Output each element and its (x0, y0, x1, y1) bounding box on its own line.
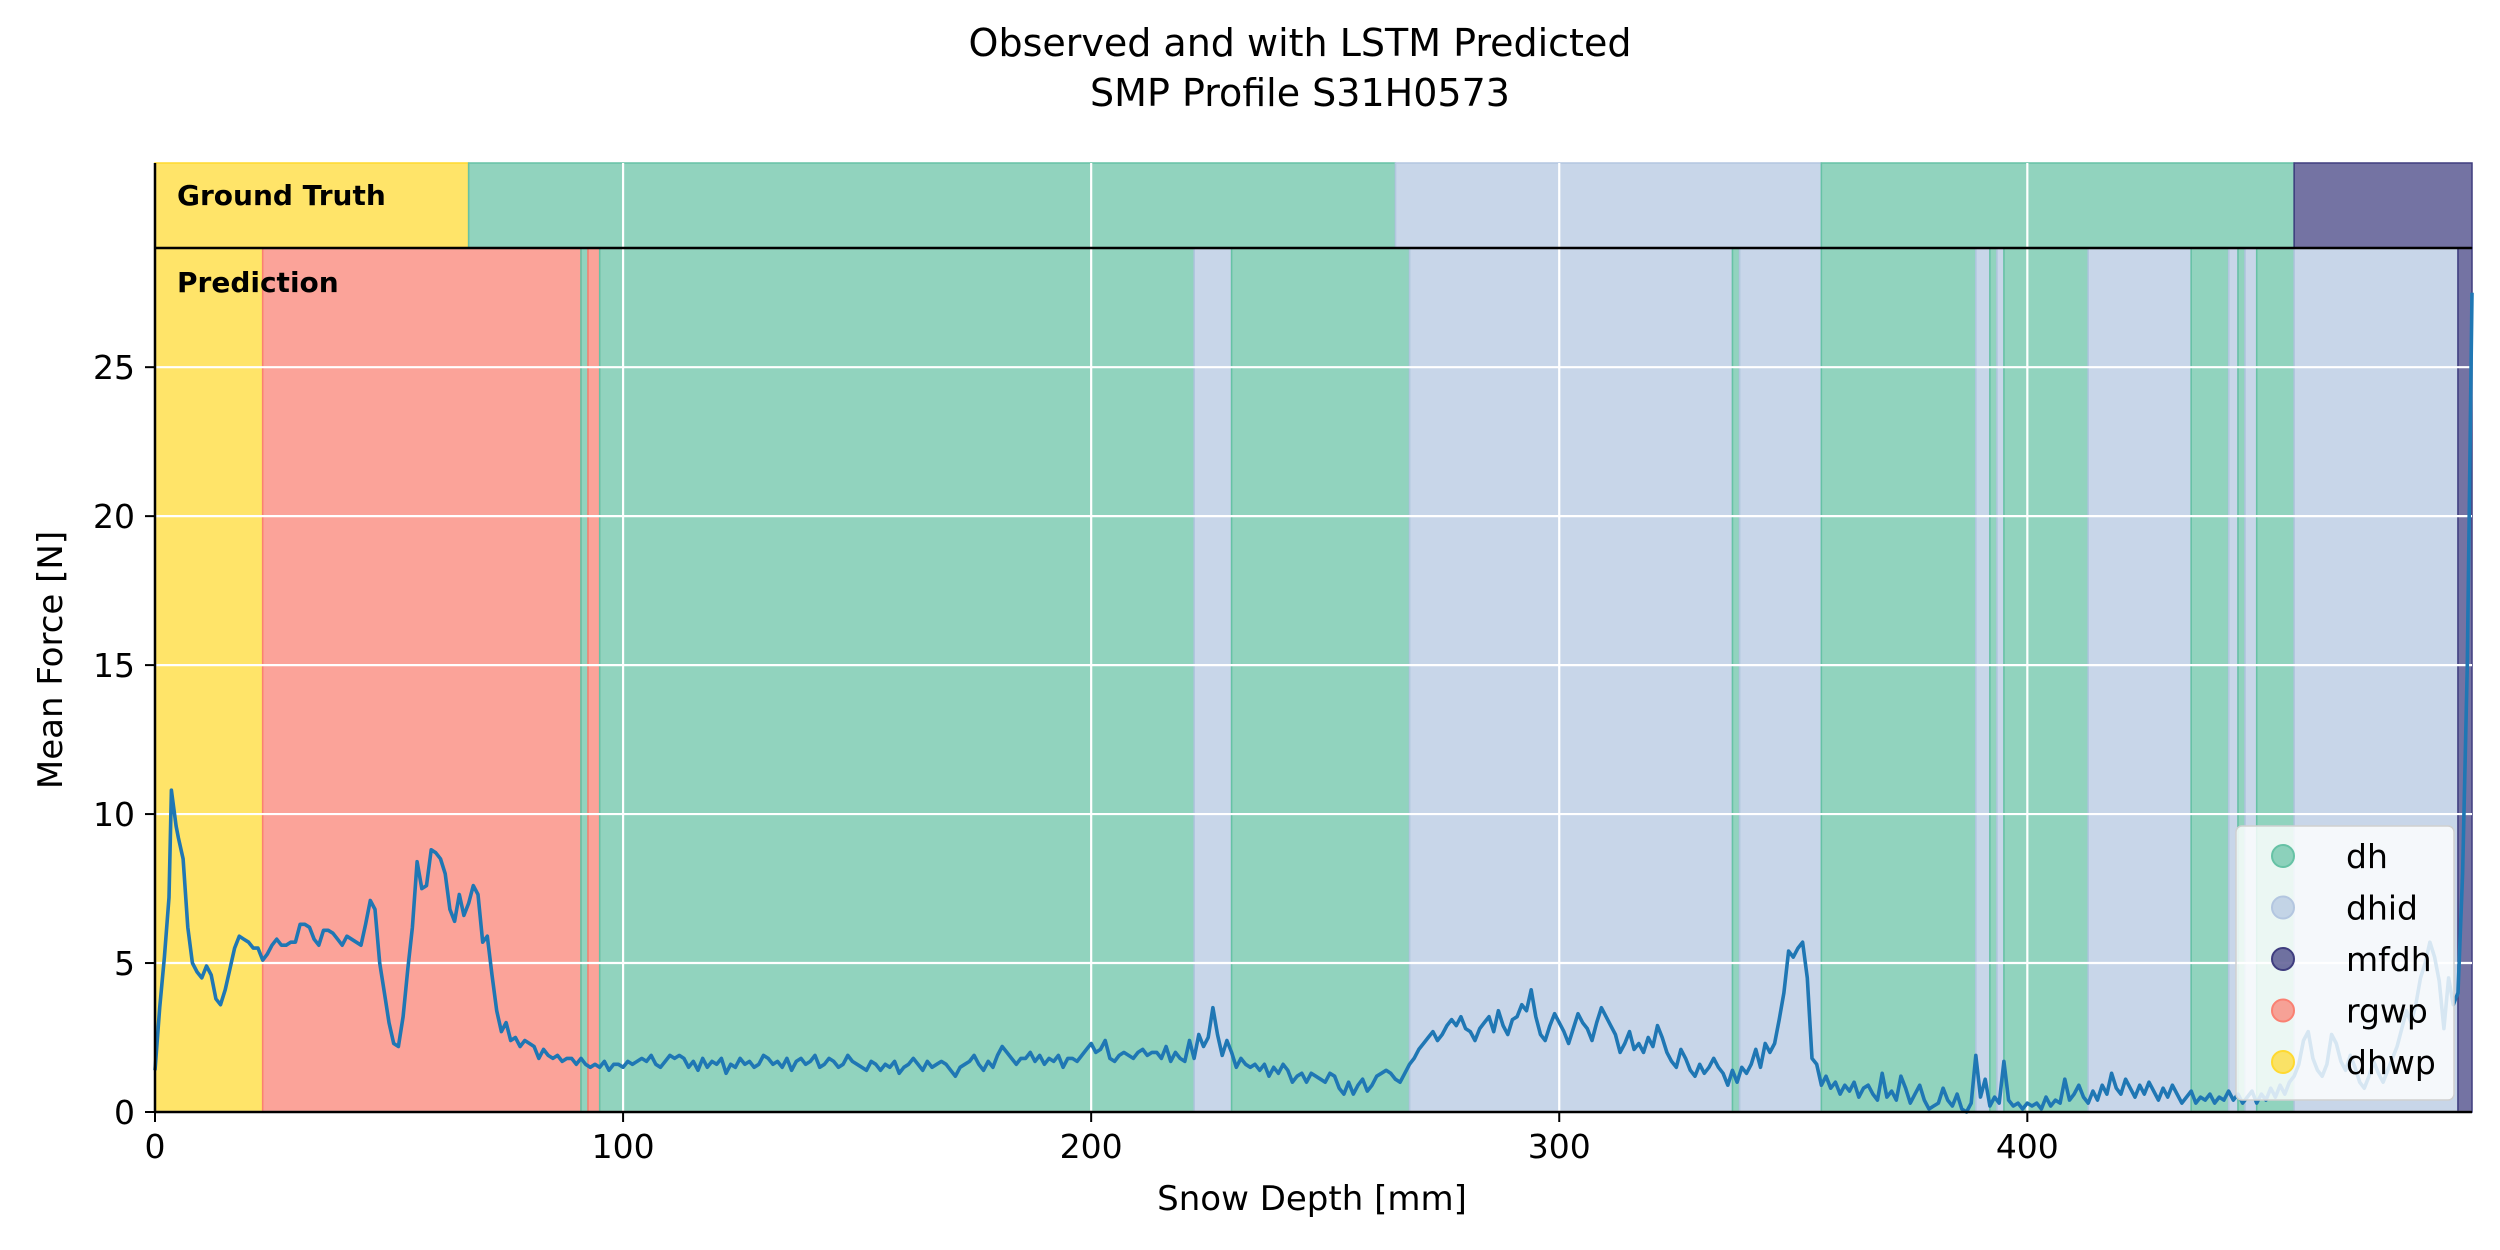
legend-marker-rgwp (2271, 998, 2295, 1023)
prediction-segment-dh (2190, 247, 2230, 1113)
prediction-segment-dhid (1996, 247, 2005, 1113)
x-tick-label: 100 (592, 1127, 655, 1166)
prediction-segment-dhid (1193, 247, 1233, 1113)
y-tick-label: 10 (93, 795, 135, 834)
prediction-segment-dh (1820, 247, 1977, 1113)
x-tick-label: 0 (145, 1127, 166, 1166)
prediction-segment-dh (598, 247, 1195, 1113)
legend-label-dhid: dhid (2346, 889, 2418, 928)
prediction-segment-rgwp (261, 247, 582, 1113)
prediction-segment-dhid (2087, 247, 2192, 1113)
x-tick-label: 400 (1996, 1127, 2059, 1166)
chart-title-line-2: SMP Profile S31H0573 (1090, 71, 1510, 115)
legend-label-dh: dh (2346, 837, 2388, 876)
prediction-segment-dhid (1408, 247, 1734, 1113)
y-tick-label: 5 (114, 944, 135, 983)
ground-truth-segment-dh (467, 162, 1397, 249)
legend-label-mfdh: mfdh (2346, 940, 2432, 979)
legend-box (2235, 825, 2455, 1101)
y-tick-label: 20 (93, 497, 135, 536)
ground-truth-segment-dhid (1394, 162, 1823, 249)
legend-label-rgwp: rgwp (2346, 992, 2428, 1031)
legend: dh dhid mfdh rgwp dhwp (2235, 825, 2455, 1101)
ground-truth-label: Ground Truth (177, 179, 386, 212)
chart-title-line-1: Observed and with LSTM Predicted (969, 21, 1632, 65)
ground-truth-band (154, 162, 2473, 249)
prediction-band (154, 247, 2473, 1113)
prediction-segment-dh (580, 247, 589, 1113)
x-axis-label: Snow Depth [mm] (1157, 1179, 1467, 1219)
ground-truth-segment-dhwp (154, 162, 470, 249)
y-axis-label: Mean Force [N] (31, 531, 71, 789)
prediction-segment-dhid (1975, 247, 1991, 1113)
axes (153, 163, 2472, 1114)
legend-marker-dhid (2271, 895, 2295, 920)
ground-truth-segment-dh (1820, 162, 2295, 249)
ground-truth-segment-mfdh (2293, 162, 2473, 249)
x-tick-label: 200 (1060, 1127, 1123, 1166)
y-tick-label: 0 (114, 1093, 135, 1132)
x-axis-ticks: 0 100 200 300 400 (145, 1112, 2059, 1166)
y-tick-label: 25 (93, 348, 135, 387)
mean-force-line (153, 292, 2474, 1114)
legend-marker-dh (2271, 844, 2295, 868)
legend-marker-dhwp (2271, 1050, 2295, 1074)
prediction-segment-dhwp (154, 247, 264, 1113)
x-tick-label: 300 (1528, 1127, 1591, 1166)
prediction-segment-rgwp (587, 247, 601, 1113)
prediction-segment-dh (1230, 247, 1411, 1113)
legend-marker-mfdh (2271, 947, 2295, 971)
prediction-segment-dh (1989, 247, 1998, 1113)
prediction-segment-dh (2003, 247, 2089, 1113)
series-layer (153, 292, 2474, 1114)
y-axis-ticks: 0 5 10 15 20 25 (93, 348, 155, 1132)
prediction-segment-dh (1731, 247, 1741, 1113)
legend-label-dhwp: dhwp (2346, 1043, 2436, 1082)
prediction-label: Prediction (177, 266, 339, 299)
y-tick-label: 15 (93, 646, 135, 685)
